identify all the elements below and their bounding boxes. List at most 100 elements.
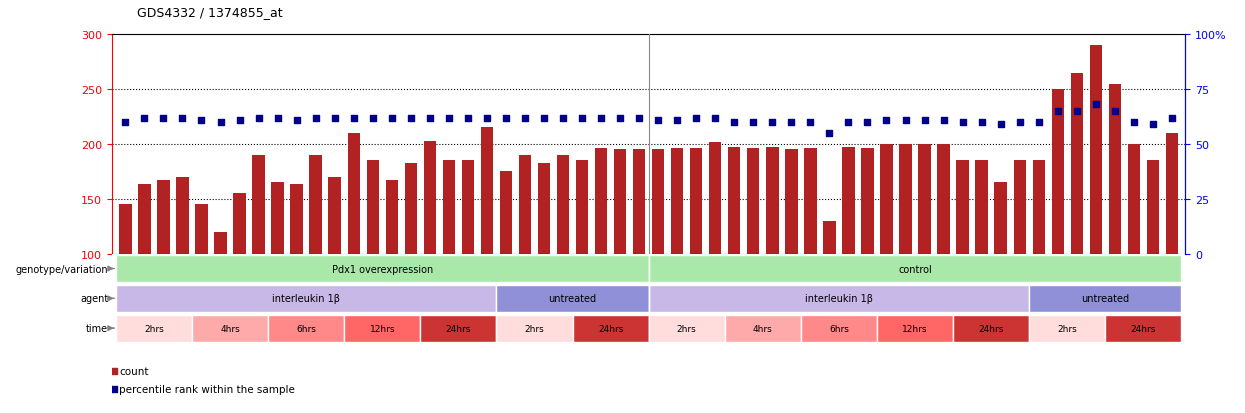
Point bbox=[762, 119, 782, 126]
Text: time: time bbox=[86, 323, 108, 333]
Bar bbox=[1108, 84, 1120, 363]
Point bbox=[686, 115, 706, 121]
Point bbox=[134, 115, 154, 121]
Bar bbox=[573, 315, 649, 342]
Point bbox=[439, 115, 459, 121]
Point bbox=[362, 115, 382, 121]
Text: 12hrs: 12hrs bbox=[370, 324, 395, 333]
Bar bbox=[290, 185, 303, 363]
Text: interleukin 1β: interleukin 1β bbox=[273, 294, 340, 304]
Text: agent: agent bbox=[80, 294, 108, 304]
Bar bbox=[728, 148, 741, 363]
Bar bbox=[1030, 315, 1106, 342]
Point bbox=[573, 115, 593, 121]
Point bbox=[306, 115, 326, 121]
Bar bbox=[116, 315, 192, 342]
Bar bbox=[462, 161, 474, 363]
Bar bbox=[649, 315, 725, 342]
Text: control: control bbox=[898, 264, 933, 274]
Bar bbox=[899, 145, 911, 363]
Bar bbox=[195, 205, 208, 363]
Bar bbox=[710, 142, 721, 363]
Point bbox=[153, 115, 173, 121]
Bar bbox=[268, 315, 344, 342]
Text: 24hrs: 24hrs bbox=[979, 324, 1003, 333]
Bar bbox=[766, 148, 778, 363]
Bar bbox=[386, 180, 398, 363]
Bar bbox=[1071, 74, 1083, 363]
Text: interleukin 1β: interleukin 1β bbox=[806, 294, 873, 304]
Text: 4hrs: 4hrs bbox=[753, 324, 773, 333]
Text: 12hrs: 12hrs bbox=[903, 324, 928, 333]
Point bbox=[838, 119, 858, 126]
Bar bbox=[671, 149, 684, 363]
Bar bbox=[499, 172, 512, 363]
Point bbox=[649, 117, 669, 124]
Bar bbox=[690, 149, 702, 363]
Point bbox=[1104, 109, 1124, 115]
Point bbox=[971, 119, 991, 126]
Bar bbox=[116, 256, 649, 282]
Bar bbox=[595, 149, 608, 363]
Bar bbox=[177, 178, 189, 363]
Bar bbox=[405, 163, 417, 363]
Bar bbox=[649, 285, 1030, 312]
Text: 24hrs: 24hrs bbox=[1130, 324, 1157, 333]
Point bbox=[229, 117, 249, 124]
Bar bbox=[253, 156, 265, 363]
Bar bbox=[954, 315, 1030, 342]
Text: 4hrs: 4hrs bbox=[220, 324, 240, 333]
Point bbox=[1010, 119, 1030, 126]
Bar bbox=[423, 141, 436, 363]
Text: 2hrs: 2hrs bbox=[1057, 324, 1077, 333]
Point bbox=[819, 131, 839, 137]
Bar bbox=[116, 285, 497, 312]
Bar bbox=[192, 315, 268, 342]
Text: 2hrs: 2hrs bbox=[677, 324, 696, 333]
Point bbox=[915, 117, 935, 124]
Point bbox=[725, 119, 745, 126]
Point bbox=[801, 119, 820, 126]
Point bbox=[591, 115, 611, 121]
Bar bbox=[443, 161, 454, 363]
Text: 2hrs: 2hrs bbox=[524, 324, 544, 333]
Text: Pdx1 overexpression: Pdx1 overexpression bbox=[331, 264, 433, 274]
Point bbox=[278, 272, 298, 278]
Bar bbox=[157, 180, 169, 363]
Point bbox=[1067, 109, 1087, 115]
Point bbox=[344, 115, 364, 121]
Point bbox=[1143, 121, 1163, 128]
Point bbox=[858, 119, 878, 126]
Point bbox=[515, 115, 535, 121]
Bar bbox=[975, 161, 987, 363]
Point bbox=[116, 119, 136, 126]
Bar bbox=[1013, 161, 1026, 363]
Point bbox=[1028, 119, 1048, 126]
Bar bbox=[919, 145, 931, 363]
Bar bbox=[329, 178, 341, 363]
Point bbox=[667, 117, 687, 124]
Point bbox=[1048, 109, 1068, 115]
Point bbox=[934, 117, 954, 124]
Bar bbox=[956, 161, 969, 363]
Text: GDS4332 / 1374855_at: GDS4332 / 1374855_at bbox=[137, 6, 283, 19]
Point bbox=[782, 119, 802, 126]
Point bbox=[210, 119, 230, 126]
Bar bbox=[481, 128, 493, 363]
Point bbox=[192, 117, 212, 124]
Point bbox=[278, 107, 298, 113]
Bar bbox=[1128, 145, 1140, 363]
Point bbox=[268, 115, 288, 121]
Bar bbox=[614, 150, 626, 363]
Point bbox=[477, 115, 497, 121]
Text: 24hrs: 24hrs bbox=[598, 324, 624, 333]
Point bbox=[1124, 119, 1144, 126]
Bar bbox=[823, 221, 835, 363]
Bar bbox=[649, 256, 1182, 282]
Point bbox=[420, 115, 439, 121]
Bar bbox=[786, 150, 798, 363]
Bar bbox=[1032, 161, 1045, 363]
Point bbox=[173, 115, 193, 121]
Bar bbox=[1030, 285, 1182, 312]
Point bbox=[382, 115, 402, 121]
